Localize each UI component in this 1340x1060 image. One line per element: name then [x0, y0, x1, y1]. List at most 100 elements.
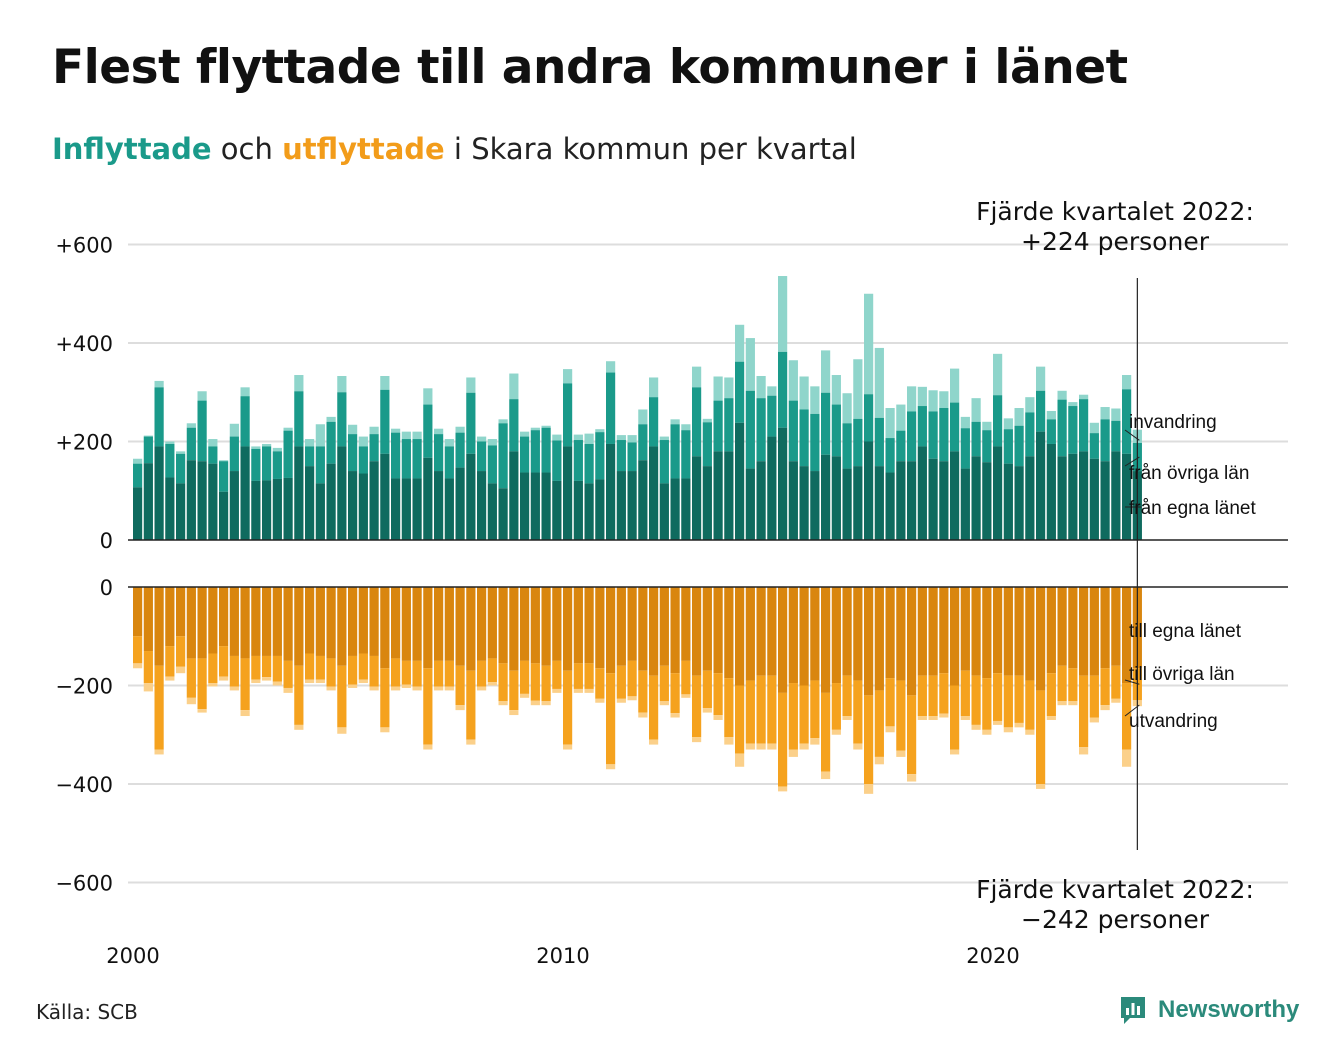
- bar-out-utvandring: [638, 712, 648, 718]
- bar-out-ovriga: [283, 660, 293, 688]
- bar-out-ovriga: [735, 685, 745, 754]
- bar-in-egna: [466, 453, 476, 540]
- bar-in-invandring: [606, 361, 616, 373]
- bar-out-egna: [681, 587, 691, 661]
- bar-out-egna: [831, 587, 841, 684]
- bar-out-utvandring: [133, 663, 143, 669]
- bar-out-utvandring: [917, 716, 927, 720]
- bar-out-ovriga: [1036, 690, 1046, 784]
- bar-out-egna: [864, 587, 874, 696]
- bar-in-egna: [219, 491, 229, 540]
- bar-out-utvandring: [326, 686, 336, 691]
- bar-out-egna: [842, 587, 852, 676]
- bar-out-ovriga: [659, 665, 669, 702]
- bar-out-utvandring: [294, 724, 304, 730]
- bar-out-egna: [960, 587, 970, 671]
- bar-out-ovriga: [1122, 683, 1132, 750]
- series-label-out: till övriga län: [1129, 664, 1235, 685]
- bar-out-egna: [1068, 587, 1078, 669]
- bar-out-utvandring: [573, 688, 583, 693]
- bar-out-utvandring: [208, 683, 218, 687]
- bar-out-utvandring: [1014, 722, 1024, 728]
- bar-in-egna: [1111, 451, 1121, 540]
- bar-in-invandring: [165, 441, 175, 444]
- bar-out-utvandring: [563, 744, 573, 750]
- bar-in-ovriga: [1068, 406, 1078, 454]
- bar-out-ovriga: [444, 660, 454, 687]
- brand-name: Newsworthy: [1158, 996, 1300, 1023]
- bar-in-ovriga: [842, 423, 852, 469]
- bar-out-utvandring: [552, 688, 562, 693]
- bar-in-invandring: [541, 425, 551, 428]
- bar-out-utvandring: [702, 708, 712, 713]
- bar-in-egna: [283, 477, 293, 540]
- bar-in-ovriga: [1100, 419, 1110, 462]
- bar-in-ovriga: [272, 451, 282, 479]
- bar-out-egna: [315, 587, 325, 656]
- bar-out-egna: [896, 587, 906, 681]
- bar-out-ovriga: [1003, 675, 1013, 728]
- bar-in-egna: [1046, 443, 1056, 540]
- bar-in-invandring: [326, 416, 336, 422]
- bar-in-invandring: [1122, 375, 1132, 390]
- bar-in-egna: [778, 427, 788, 540]
- bar-in-ovriga: [240, 396, 250, 447]
- bar-in-egna: [1014, 466, 1024, 540]
- bar-in-egna: [455, 467, 465, 540]
- bar-in-invandring: [756, 375, 766, 399]
- grid-layer: [128, 243, 1288, 884]
- bar-in-egna: [337, 446, 347, 540]
- bar-in-invandring: [348, 424, 358, 435]
- bar-out-egna: [455, 587, 465, 666]
- bar-in-egna: [971, 456, 981, 540]
- bar-in-ovriga: [799, 409, 809, 467]
- bar-out-utvandring: [584, 688, 594, 693]
- bar-in-ovriga: [1057, 399, 1067, 457]
- bar-in-egna: [487, 483, 497, 540]
- bar-out-ovriga: [1014, 675, 1024, 723]
- bar-in-ovriga: [939, 408, 949, 462]
- bar-out-egna: [509, 587, 519, 671]
- bar-out-egna: [1122, 587, 1132, 684]
- bar-out-utvandring: [713, 715, 723, 720]
- series-label-out: utvandring: [1129, 711, 1218, 732]
- bar-in-invandring: [240, 387, 250, 397]
- bar-out-ovriga: [423, 668, 433, 745]
- bar-in-ovriga: [659, 440, 669, 484]
- bar-out-ovriga: [681, 660, 691, 695]
- bar-in-egna: [305, 466, 315, 540]
- bar-out-utvandring: [229, 686, 239, 691]
- bar-in-invandring: [907, 386, 917, 412]
- bar-in-invandring: [864, 293, 874, 395]
- bar-out-utvandring: [530, 700, 540, 706]
- bar-out-utvandring: [369, 686, 379, 691]
- bar-out-egna: [917, 587, 927, 676]
- bar-in-ovriga: [595, 432, 605, 480]
- bar-in-ovriga: [487, 445, 497, 484]
- bar-out-ovriga: [939, 673, 949, 714]
- bar-out-ovriga: [541, 665, 551, 702]
- bar-in-invandring: [735, 324, 745, 362]
- bar-out-utvandring: [412, 686, 422, 691]
- bar-in-egna: [1003, 463, 1013, 540]
- bar-out-utvandring: [143, 683, 153, 692]
- bar-out-utvandring: [939, 713, 949, 718]
- bar-out-egna: [401, 587, 411, 661]
- bar-in-invandring: [595, 429, 605, 433]
- bar-in-ovriga: [1079, 399, 1089, 452]
- bar-in-invandring: [659, 436, 669, 441]
- bar-out-utvandring: [799, 743, 809, 750]
- bar-out-utvandring: [821, 771, 831, 780]
- bar-out-ovriga: [584, 663, 594, 689]
- bar-in-ovriga: [348, 434, 358, 472]
- bar-out-egna: [993, 587, 1003, 674]
- series-label-out: till egna länet: [1129, 621, 1242, 642]
- bar-in-egna: [240, 446, 250, 540]
- bar-in-egna: [552, 480, 562, 540]
- bar-in-egna: [165, 477, 175, 540]
- bar-out-egna: [305, 587, 315, 654]
- bar-out-ovriga: [842, 675, 852, 717]
- bar-out-egna: [595, 587, 605, 669]
- bar-in-invandring: [917, 386, 927, 407]
- bar-out-egna: [487, 587, 497, 659]
